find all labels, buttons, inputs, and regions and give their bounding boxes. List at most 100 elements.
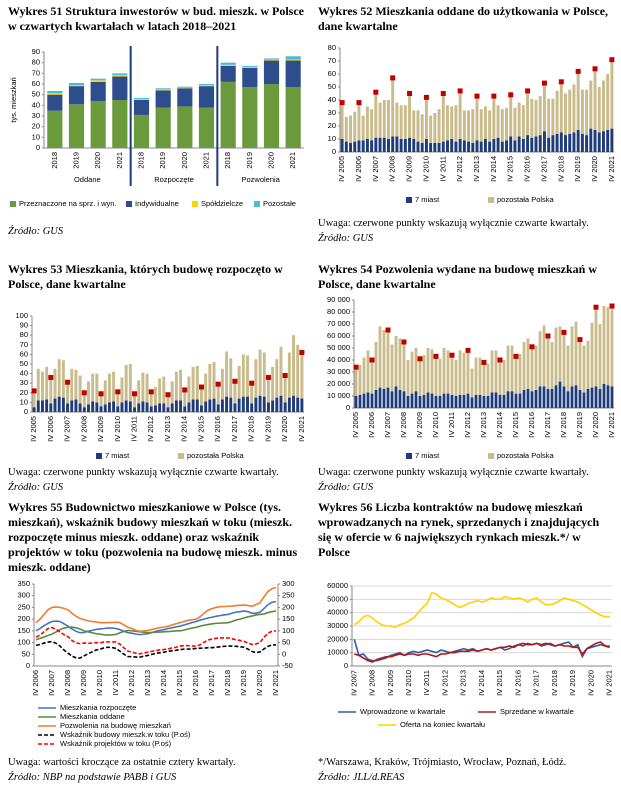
bar — [285, 59, 301, 61]
x-tick-label: IV 2013 — [143, 670, 152, 696]
bar — [555, 133, 559, 152]
bar — [542, 386, 546, 408]
marker — [198, 384, 204, 390]
bar — [506, 345, 510, 392]
bar — [466, 393, 470, 408]
bar — [99, 406, 103, 412]
marker — [299, 349, 305, 355]
bar — [522, 342, 526, 390]
bar — [191, 399, 195, 412]
bar — [344, 141, 348, 152]
bar — [82, 407, 86, 412]
y-tick-label: 30000 — [327, 621, 348, 630]
bar — [606, 307, 610, 386]
bar — [438, 358, 442, 396]
x-tick-label: IV 2010 — [431, 412, 440, 438]
bar — [601, 80, 605, 132]
marker — [474, 93, 480, 99]
x-tick-label: IV 2015 — [506, 156, 515, 182]
legend-label: Indywidualne — [135, 199, 179, 208]
marker — [31, 388, 37, 394]
bar — [68, 104, 85, 148]
bar — [200, 387, 203, 406]
bar — [70, 368, 74, 401]
bar — [488, 110, 492, 142]
bar — [475, 140, 479, 152]
bar — [366, 350, 370, 393]
bar — [49, 403, 53, 412]
bar — [572, 84, 576, 133]
x-tick-label: IV 2016 — [523, 156, 532, 182]
bar — [521, 105, 525, 139]
bar — [505, 107, 508, 141]
legend-label: Mieszkania rozpoczęte — [60, 703, 136, 712]
y-tick-label: 0 — [346, 403, 350, 412]
bar — [496, 105, 500, 138]
marker — [182, 387, 188, 393]
bar — [262, 396, 266, 412]
bar — [458, 139, 462, 152]
marker — [148, 389, 154, 395]
y-tick-label: 10 — [32, 132, 40, 141]
marker — [249, 380, 255, 386]
bar — [554, 327, 558, 386]
bar — [103, 380, 107, 405]
bar — [250, 383, 254, 404]
x-tick-label: IV 2005 — [351, 412, 360, 438]
x-tick-label: IV 2014 — [180, 416, 189, 442]
x-tick-label: IV 2008 — [388, 156, 397, 182]
x-tick-label: IV 2021 — [607, 156, 616, 182]
bar — [191, 366, 195, 400]
y-tick-label: 40 — [32, 100, 40, 109]
bar — [95, 402, 99, 412]
bar — [61, 397, 65, 412]
bar — [466, 350, 470, 394]
marker — [65, 379, 71, 385]
y-tick-label: 50 — [328, 82, 336, 91]
x-tick-label: IV 2012 — [455, 156, 464, 182]
bar — [47, 90, 63, 94]
bar — [450, 355, 454, 395]
bar — [285, 56, 301, 60]
bar — [220, 368, 224, 400]
bar — [450, 139, 454, 152]
bar — [78, 403, 82, 412]
note: Uwaga: czerwone punkty wskazują wyłączni… — [8, 467, 279, 478]
y2-tick-label: 300 — [282, 579, 295, 588]
y-tick-label: 300 — [17, 591, 30, 600]
bar — [502, 394, 506, 408]
marker — [592, 66, 598, 72]
bar — [414, 391, 418, 408]
legend-label: Pozwolenia na budowę mieszkań — [60, 721, 171, 730]
bar — [40, 371, 44, 401]
x-tick-label: IV 2010 — [404, 670, 413, 696]
bar — [349, 115, 353, 143]
bar — [424, 97, 428, 139]
bar — [564, 93, 567, 136]
bar — [402, 342, 406, 392]
bar — [68, 82, 85, 86]
bar — [490, 350, 494, 393]
bar — [488, 141, 492, 152]
bar — [498, 394, 502, 408]
bar — [467, 110, 471, 142]
legend-swatch — [406, 197, 412, 203]
bar — [354, 367, 358, 396]
bar — [410, 351, 414, 394]
y-tick-label: 0 — [36, 143, 40, 152]
x-tick-label: IV 2012 — [440, 670, 449, 696]
bar — [32, 390, 36, 408]
x-tick-label: IV 2007 — [371, 156, 380, 182]
x-tick-label: IV 2014 — [159, 670, 168, 696]
bar — [90, 81, 106, 102]
x-tick-label: IV 2018 — [247, 416, 256, 442]
x-tick-label: IV 2009 — [386, 670, 395, 696]
y-tick-label: 30 — [32, 111, 40, 120]
bar — [589, 80, 593, 129]
bar — [470, 368, 474, 398]
x-tick-label: IV 2019 — [239, 670, 248, 696]
bar — [124, 400, 128, 412]
group-label: Oddane — [74, 175, 101, 184]
bar — [446, 140, 449, 152]
